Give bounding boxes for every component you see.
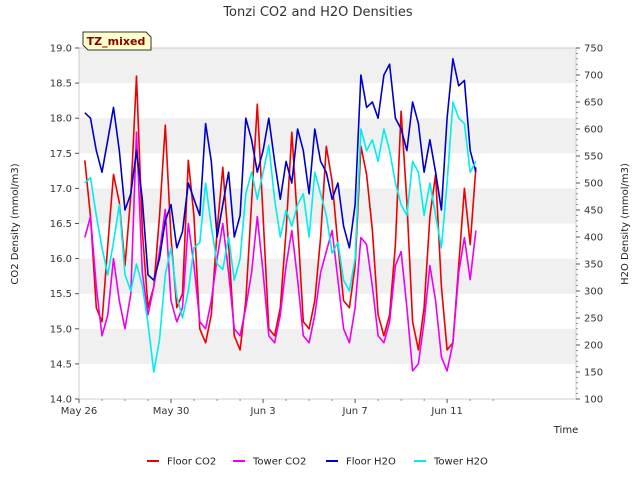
site-badge: TZ_mixed — [82, 31, 152, 51]
left-tick-label: 16.5 — [50, 219, 72, 230]
legend-label: Tower H2O — [433, 457, 488, 468]
legend: Floor CO2 Tower CO2 Floor H2O Tower H2O — [147, 457, 488, 468]
left-tick-label: 17.5 — [50, 149, 72, 160]
badge-box — [82, 31, 152, 51]
right-tick-label: 750 — [584, 44, 603, 55]
left-tick-label: 14.0 — [50, 395, 72, 406]
x-tick-label: May 30 — [153, 406, 190, 417]
right-tick-label: 600 — [584, 125, 603, 136]
right-tick-label: 400 — [584, 233, 603, 244]
grid-band — [79, 258, 576, 294]
legend-label: Floor CO2 — [167, 457, 216, 468]
badge-label: TZ_mixed — [87, 35, 146, 48]
grid-bands — [79, 48, 576, 364]
legend-label: Floor H2O — [346, 457, 396, 468]
right-tick-label: 100 — [584, 395, 603, 406]
right-tick-label: 700 — [584, 71, 603, 82]
right-tick-label: 150 — [584, 368, 603, 379]
series-line-tower-h2o — [84, 101, 477, 373]
left-tick-label: 15.5 — [50, 289, 72, 300]
right-tick-label: 450 — [584, 206, 603, 217]
left-tick-label: 14.5 — [50, 359, 72, 370]
grid-band — [79, 118, 576, 154]
left-tick-label: 17.0 — [50, 184, 72, 195]
right-tick-label: 500 — [584, 179, 603, 190]
right-tick-label: 350 — [584, 260, 603, 271]
right-tick-label: 250 — [584, 314, 603, 325]
left-tick-label: 15.0 — [50, 324, 72, 335]
grid-band — [79, 188, 576, 224]
x-tick-label: May 26 — [61, 406, 98, 417]
series-line-floor-co2 — [84, 75, 477, 351]
chart-title: Tonzi CO2 and H2O Densities — [222, 5, 413, 20]
left-tick-label: 16.0 — [50, 254, 72, 265]
right-tick-label: 200 — [584, 341, 603, 352]
left-tick-label: 19.0 — [50, 44, 72, 55]
series-line-floor-h2o — [84, 57, 477, 282]
x-tick-label: Jun 3 — [249, 406, 275, 417]
left-tick-label: 18.0 — [50, 114, 72, 125]
right-axis-title: H2O Density (mmol/m3) — [620, 163, 631, 285]
x-axis-title: Time — [553, 425, 578, 436]
x-tick-label: Jun 7 — [342, 406, 368, 417]
right-tick-label: 300 — [584, 287, 603, 298]
left-tick-label: 18.5 — [50, 79, 72, 90]
left-axis: 14.0 14.5 15.0 15.5 16.0 16.5 17.0 17.5 18.0 18.5… — [50, 44, 79, 406]
right-tick-label: 550 — [584, 152, 603, 163]
grid-band — [79, 328, 576, 364]
right-tick-label: 650 — [584, 98, 603, 109]
legend-label: Tower CO2 — [252, 457, 306, 468]
right-axis: 100 150 200 250 300 350 400 450 500 550 600 650 700 7… — [576, 44, 603, 406]
left-axis-title: CO2 Density (mmol/m3) — [10, 163, 21, 284]
series-line-tower-co2 — [84, 131, 477, 372]
grid-band — [79, 48, 576, 84]
x-tick-label: Jun 11 — [430, 406, 463, 417]
series-lines — [84, 57, 477, 373]
x-axis: May 26 May 30 Jun 3 Jun 7 Jun 11 — [61, 399, 494, 417]
